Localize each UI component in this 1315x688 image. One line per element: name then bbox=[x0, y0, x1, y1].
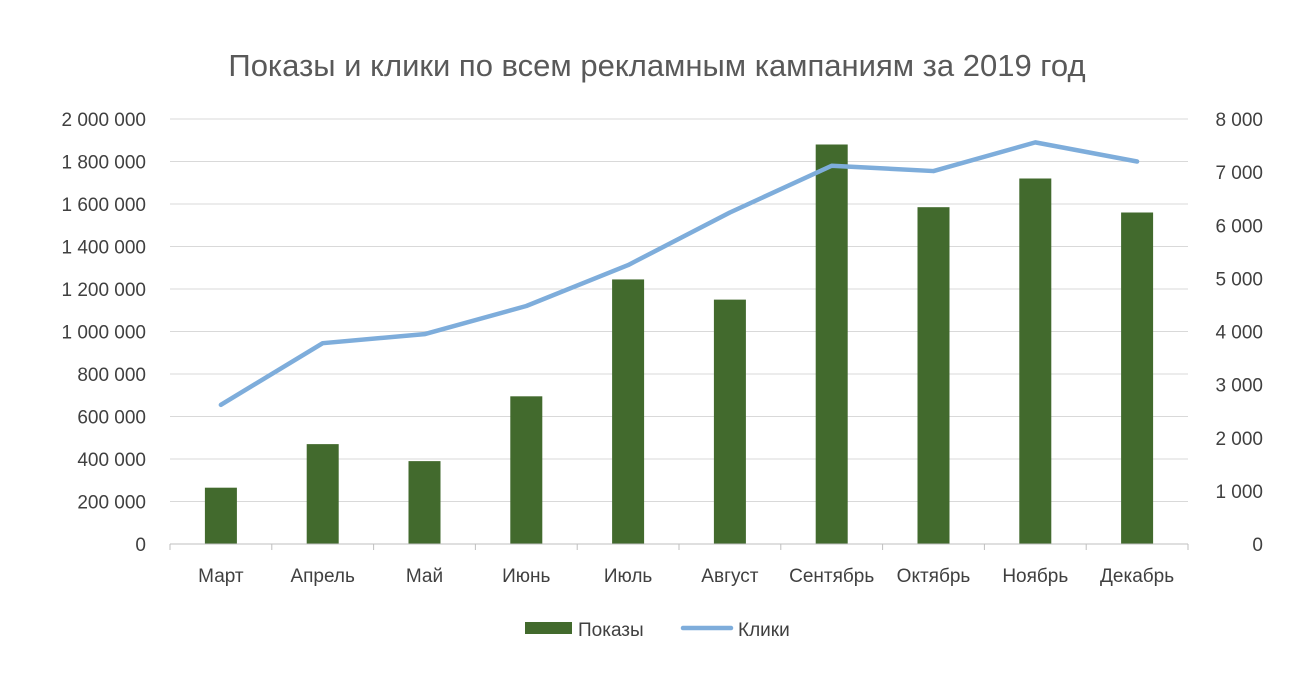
y-right-tick-label: 1 000 bbox=[1215, 482, 1263, 503]
line-series bbox=[218, 140, 1140, 408]
bar bbox=[1121, 212, 1154, 544]
x-category-label: Октябрь bbox=[897, 566, 971, 587]
y-right-tick-label: 0 bbox=[1252, 535, 1263, 556]
y-left-tick-label: 800 000 bbox=[77, 365, 146, 386]
y-left-tick-label: 200 000 bbox=[77, 493, 146, 514]
legend: Показы Клики bbox=[525, 620, 790, 641]
y-left-tick-label: 1 200 000 bbox=[61, 280, 146, 301]
y-right-tick-label: 5 000 bbox=[1215, 269, 1263, 290]
y-right-tick-label: 7 000 bbox=[1215, 163, 1263, 184]
bar bbox=[408, 461, 441, 544]
x-category-label: Апрель bbox=[290, 566, 355, 587]
x-category-label: Март bbox=[198, 566, 244, 587]
bar bbox=[612, 279, 645, 544]
y-right-tick-label: 6 000 bbox=[1215, 216, 1263, 237]
y-left-tick-label: 1 600 000 bbox=[61, 195, 146, 216]
y-axis-left: 0 200 000 400 000 600 000 800 000 1 000 000 1 … bbox=[61, 110, 146, 556]
x-axis-labels: Март Апрель Май Июнь Июль Август Сентябрь Октяб… bbox=[198, 566, 1174, 587]
x-category-label: Декабрь bbox=[1100, 566, 1174, 587]
x-category-label: Сентябрь bbox=[789, 566, 874, 587]
bar bbox=[713, 299, 746, 544]
x-category-label: Июнь bbox=[502, 566, 550, 587]
x-category-label: Июль bbox=[604, 566, 653, 587]
y-left-tick-label: 1 800 000 bbox=[61, 153, 146, 174]
bar bbox=[1019, 178, 1052, 544]
bar-series bbox=[204, 144, 1154, 544]
bar bbox=[815, 144, 848, 544]
bar bbox=[204, 487, 237, 544]
gridlines bbox=[170, 118, 1188, 502]
y-axis-right: 0 1 000 2 000 3 000 4 000 5 000 6 000 7 000 8 00… bbox=[1215, 110, 1263, 556]
y-left-tick-label: 0 bbox=[135, 535, 146, 556]
bar bbox=[306, 444, 339, 544]
x-axis bbox=[169, 543, 1189, 550]
x-category-label: Май bbox=[406, 566, 443, 587]
y-right-tick-label: 4 000 bbox=[1215, 323, 1263, 344]
bar bbox=[917, 207, 950, 544]
y-left-tick-label: 1 000 000 bbox=[61, 323, 146, 344]
y-right-tick-label: 8 000 bbox=[1215, 110, 1263, 131]
legend-swatch-bar bbox=[525, 622, 572, 634]
y-right-tick-label: 3 000 bbox=[1215, 376, 1263, 397]
y-left-tick-label: 2 000 000 bbox=[61, 110, 146, 131]
y-right-tick-label: 2 000 bbox=[1215, 429, 1263, 450]
x-category-label: Август bbox=[701, 566, 758, 587]
chart-title: Показы и клики по всем рекламным кампани… bbox=[228, 48, 1085, 83]
y-left-tick-label: 1 400 000 bbox=[61, 238, 146, 259]
clicks-line bbox=[218, 140, 1140, 408]
y-left-tick-label: 600 000 bbox=[77, 408, 146, 429]
bar bbox=[510, 396, 543, 544]
legend-label-line: Клики bbox=[738, 620, 790, 641]
y-left-tick-label: 400 000 bbox=[77, 450, 146, 471]
x-category-label: Ноябрь bbox=[1002, 566, 1068, 587]
legend-label-bar: Показы bbox=[578, 620, 644, 641]
